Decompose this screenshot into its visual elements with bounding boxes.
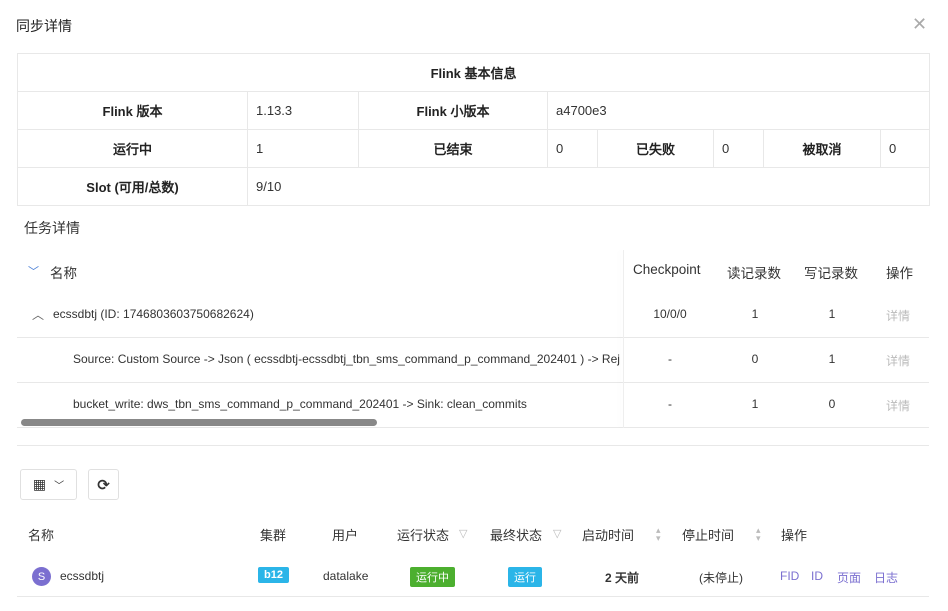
user: datalake [323,569,369,583]
minor-label: Flink 小版本 [358,91,548,130]
horizontal-scrollbar[interactable] [21,419,377,426]
avatar: S [32,567,51,586]
divider [17,337,929,338]
read-value: 0 [751,352,759,366]
col-checkpoint: Checkpoint [633,262,701,277]
col-name: 名称 [28,528,55,543]
flink-info-table: Flink 基本信息 Flink 版本 1.13.3 Flink 小版本 a4700e… [16,53,931,206]
task-details-label: 任务详情 [24,220,80,236]
read-value: 1 [751,307,759,321]
col-stop-time: 停止时间 [682,528,735,543]
fid-link[interactable]: FID [780,569,800,583]
col-start-time: 启动时间 [582,528,635,543]
col-user: 用户 [332,528,359,543]
slot-label: Slot (可用/总数) [17,167,248,206]
col-op: 操作 [886,266,913,281]
checkpoint-value: - [668,397,672,411]
final-state-tag: 运行 [508,567,542,587]
detail-link[interactable]: 详情 [885,354,910,368]
column-settings-button[interactable]: ▦ ﹀ [20,469,77,500]
job-name[interactable]: ecssdbtj [60,569,105,583]
flink-info-header: Flink 基本信息 [16,53,931,92]
write-value: 1 [828,352,836,366]
cluster-tag: b12 [258,567,289,583]
start-time: 2 天前 [605,571,640,585]
col-op: 操作 [781,528,808,543]
col-read: 读记录数 [727,266,781,281]
divider [17,427,929,428]
finished-value: 0 [547,129,598,168]
detail-link[interactable]: 详情 [885,309,910,323]
version-value: 1.13.3 [247,91,359,130]
task-name: bucket_write: dws_tbn_sms_command_p_comm… [73,397,527,411]
page-link[interactable]: 页面 [837,571,862,585]
divider [17,596,929,597]
minor-value: a4700e3 [546,91,931,130]
task-name: Source: Custom Source -> Json ( ecssdbtj… [73,352,620,366]
chevron-up-icon[interactable]: ︿ [32,308,45,322]
run-state-tag: 运行中 [410,567,455,587]
failed-value: 0 [713,129,764,168]
col-cluster: 集群 [260,528,287,543]
version-label: Flink 版本 [17,91,248,130]
write-value: 0 [828,397,836,411]
fixed-column-shadow [623,250,624,428]
grid-icon: ▦ [32,476,47,492]
detail-link[interactable]: 详情 [885,399,910,413]
filter-icon[interactable]: ▽ [459,528,468,540]
chevron-down-icon: ﹀ [54,481,65,492]
divider [17,382,929,383]
canceled-value: 0 [879,129,931,168]
running-value: 1 [247,129,359,168]
col-write: 写记录数 [804,266,858,281]
task-name: ecssdbtj (ID: 1746803603750682624) [53,307,254,321]
close-icon[interactable]: ✕ [912,14,928,34]
checkpoint-value: 10/0/0 [653,307,687,321]
col-run-state: 运行状态 [397,528,450,543]
stop-time: (未停止) [699,571,743,585]
log-link[interactable]: 日志 [874,571,899,585]
canceled-label: 被取消 [763,129,881,168]
refresh-icon: ⟳ [97,476,110,494]
finished-label: 已结束 [358,129,548,168]
running-label: 运行中 [17,129,248,168]
write-value: 1 [828,307,836,321]
dialog-title: 同步详情 [16,18,72,34]
refresh-button[interactable]: ⟳ [88,469,119,500]
divider [17,445,929,446]
id-link[interactable]: ID [811,569,823,583]
slot-value: 9/10 [246,167,931,206]
checkpoint-value: - [668,352,672,366]
col-final-state: 最终状态 [490,528,543,543]
chevron-down-icon[interactable]: ﹀ [28,266,39,278]
sort-icon[interactable]: ▴ ▾ [656,525,661,543]
failed-label: 已失败 [597,129,714,168]
read-value: 1 [751,397,759,411]
col-name: 名称 [50,266,77,281]
filter-icon[interactable]: ▽ [553,528,562,540]
sort-icon[interactable]: ▴ ▾ [756,525,761,543]
